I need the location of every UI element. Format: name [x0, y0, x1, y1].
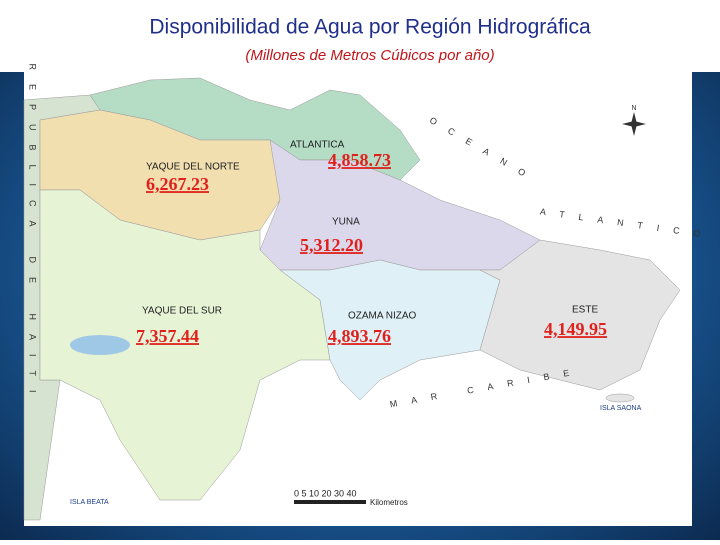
region-name: YAQUE DEL NORTE: [146, 162, 240, 173]
lake: [70, 335, 130, 355]
region-value: 4,858.73: [328, 150, 391, 170]
title: Disponibilidad de Agua por Región Hidrog…: [149, 16, 591, 39]
region-yaque-del-sur: [39, 189, 331, 501]
region-name: ATLANTICA: [290, 140, 345, 151]
region-name: ESTE: [572, 305, 598, 316]
region-name: YAQUE DEL SUR: [142, 306, 222, 317]
region-ozama-nizao: [279, 259, 501, 401]
scale-unit: Kilometros: [370, 498, 408, 507]
island-label: ISLA SAONA: [600, 405, 642, 412]
region-name: YUNA: [332, 217, 360, 228]
island-label: ISLA BEATA: [70, 499, 109, 506]
subtitle: (Millones de Metros Cúbicos por año): [245, 47, 494, 64]
map: N: [23, 72, 692, 526]
region-value: 4,893.76: [328, 326, 391, 346]
region-value: 5,312.20: [300, 235, 363, 255]
region-value: 6,267.23: [146, 174, 209, 194]
scale-numbers: 0 5 10 20 30 40: [294, 488, 357, 498]
island-saona: [605, 393, 635, 403]
region-este: [479, 239, 681, 391]
region-value: 4,149.95: [544, 319, 607, 339]
header-band: [0, 0, 720, 72]
country-label: REPUBLICA DE HAITI: [28, 63, 38, 406]
scale-bar: [294, 500, 366, 504]
compass: [622, 112, 646, 136]
north-label: N: [631, 105, 636, 112]
region-value: 7,357.44: [136, 326, 199, 346]
region-name: OZAMA NIZAO: [348, 311, 417, 322]
